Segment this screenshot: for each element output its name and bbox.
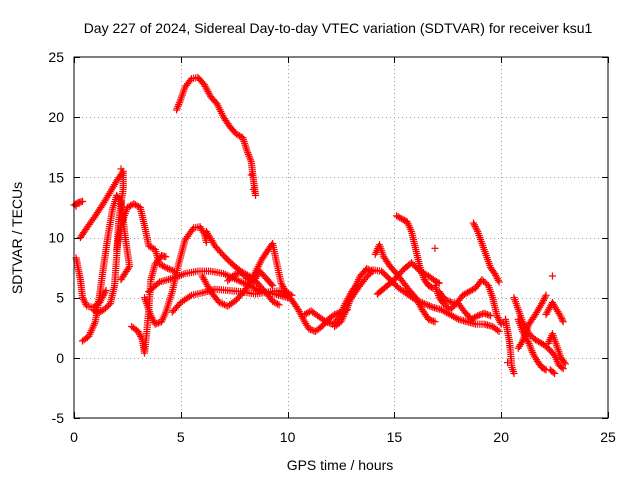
series-arc-m [224,267,277,290]
data-point [102,286,110,295]
series-stray-points [72,165,557,367]
x-axis-tick-labels: 0 5 10 15 20 25 [70,429,616,445]
series-arc-aa [514,291,550,352]
series-arc-s [392,212,437,292]
y-tick-label: 20 [48,109,64,125]
chart-title: Day 227 of 2024, Sidereal Day-to-day VTE… [84,20,593,36]
data-point [162,253,170,261]
grid-lines [74,57,608,418]
x-tick-label: 10 [280,429,296,445]
y-tick-label: 10 [48,230,64,246]
data-point [486,312,495,320]
plot-frame [73,56,609,419]
data-point [435,279,443,287]
series-arc-ac [544,330,569,368]
data-point [117,165,125,173]
data-point [247,171,255,179]
series-arc-w [469,219,503,286]
data-point [202,238,211,246]
data-point [495,327,503,335]
x-tick-label: 25 [600,429,616,445]
x-tick-label: 20 [493,429,509,445]
data-point [249,185,258,193]
y-tick-label: 0 [56,350,64,366]
x-tick-label: 5 [177,429,185,445]
data-point [561,360,569,368]
data-point [550,369,559,378]
data-point [431,244,439,252]
data-point [117,276,125,284]
data-point [504,359,512,367]
data-point [495,278,503,286]
data-point [269,282,277,290]
series-arc-r [371,241,439,326]
x-tick-label: 15 [387,429,403,445]
y-tick-label: -5 [52,410,65,426]
series-arc-q [348,266,503,335]
y-tick-label: 15 [48,169,64,185]
series-arc-t [373,259,443,298]
data-point [559,365,567,373]
series-arc-z [514,315,550,374]
series-arc-g [140,223,211,328]
data-point [251,191,260,199]
y-tick-label: 25 [48,49,64,65]
data-point [275,301,283,309]
series-arc-v [435,288,495,323]
y-axis-tick-labels: -5 0 5 10 15 20 25 [48,49,64,426]
x-tick-label: 0 [70,429,78,445]
data-point [499,319,507,327]
y-tick-label: 5 [56,290,64,306]
x-axis-label: GPS time / hours [287,457,394,473]
data-point [542,291,550,299]
data-point [510,369,518,378]
data-point [78,197,87,205]
data-point [559,318,567,326]
series-arc-ab [542,298,567,326]
data-point [506,342,514,350]
series-arc-e [113,200,178,275]
y-axis-label: SDTVAR / TECUs [9,182,25,294]
series-arc-u [431,276,505,328]
series-arc-ad [546,366,559,378]
data-point [431,318,439,326]
data-series [70,73,569,378]
data-point [548,272,557,280]
